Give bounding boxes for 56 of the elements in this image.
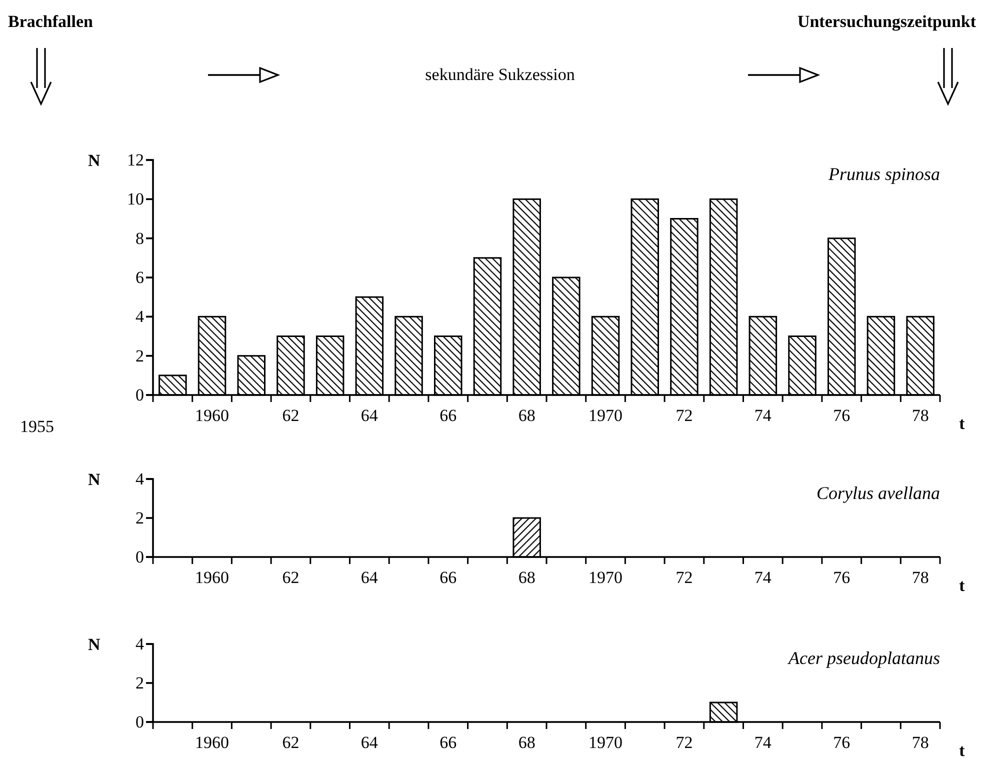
y-axis-title: N	[88, 635, 101, 654]
x-tick-label: 62	[282, 568, 300, 588]
y-tick-label: 4	[136, 634, 144, 654]
x-tick-label: 66	[440, 568, 457, 588]
x-axis-title: t	[959, 741, 966, 758]
y-tick-label: 8	[136, 228, 144, 248]
x-tick-label: 64	[360, 568, 378, 588]
x-tick-label: 74	[754, 733, 772, 752]
y-tick-label: 12	[127, 150, 144, 170]
x-tick-label: 76	[833, 568, 850, 588]
chart-title: Corylus avellana	[816, 483, 940, 503]
x-tick-label: 1960	[195, 406, 230, 426]
y-tick-label: 2	[136, 673, 144, 692]
x-tick-label: 78	[912, 733, 929, 752]
x-tick-label: 1960	[195, 568, 230, 588]
text: Brachfallen	[8, 12, 94, 31]
x-axis-title: t	[959, 414, 966, 433]
x-tick-label: 62	[282, 406, 300, 426]
x-tick-label: 62	[282, 733, 300, 752]
y-tick-label: 4	[136, 307, 144, 326]
x-tick-label: 76	[833, 406, 850, 426]
chart-title: Prunus spinosa	[827, 164, 940, 184]
x-tick-label: 68	[518, 568, 536, 588]
x-tick-label: 78	[912, 406, 929, 426]
x-tick-label: 66	[440, 733, 457, 752]
x-tick-label: 64	[360, 406, 378, 426]
text: 1955	[20, 417, 54, 436]
text: sekundäre Sukzession	[425, 65, 576, 84]
x-axis-title: t	[959, 576, 966, 595]
x-tick-label: 76	[833, 733, 850, 752]
x-tick-label: 1960	[195, 733, 230, 752]
x-tick-label: 74	[754, 568, 772, 588]
x-tick-label: 78	[912, 568, 929, 588]
x-tick-label: 66	[440, 406, 457, 426]
y-tick-label: 2	[136, 508, 144, 528]
y-tick-label: 2	[136, 346, 144, 366]
x-tick-label: 72	[676, 568, 693, 588]
y-tick-label: 0	[136, 547, 144, 566]
y-tick-label: 0	[136, 385, 144, 404]
y-tick-label: 10	[127, 190, 144, 209]
x-tick-label: 72	[676, 733, 693, 752]
y-axis-title: N	[88, 470, 101, 489]
y-tick-label: 6	[136, 268, 144, 287]
x-tick-label: 72	[676, 406, 693, 426]
y-tick-label: 0	[136, 712, 144, 732]
x-tick-label: 1970	[588, 406, 623, 426]
x-tick-label: 1970	[588, 568, 623, 588]
chart-title: Acer pseudoplatanus	[788, 648, 940, 668]
y-tick-label: 4	[136, 469, 144, 488]
x-tick-label: 1970	[588, 733, 623, 752]
y-axis-title: N	[88, 151, 101, 170]
x-tick-label: 74	[754, 406, 772, 426]
x-tick-label: 68	[518, 733, 536, 752]
text: Untersuchungszeitpunkt	[797, 12, 976, 31]
x-tick-label: 64	[360, 733, 378, 752]
x-tick-label: 68	[518, 406, 536, 426]
